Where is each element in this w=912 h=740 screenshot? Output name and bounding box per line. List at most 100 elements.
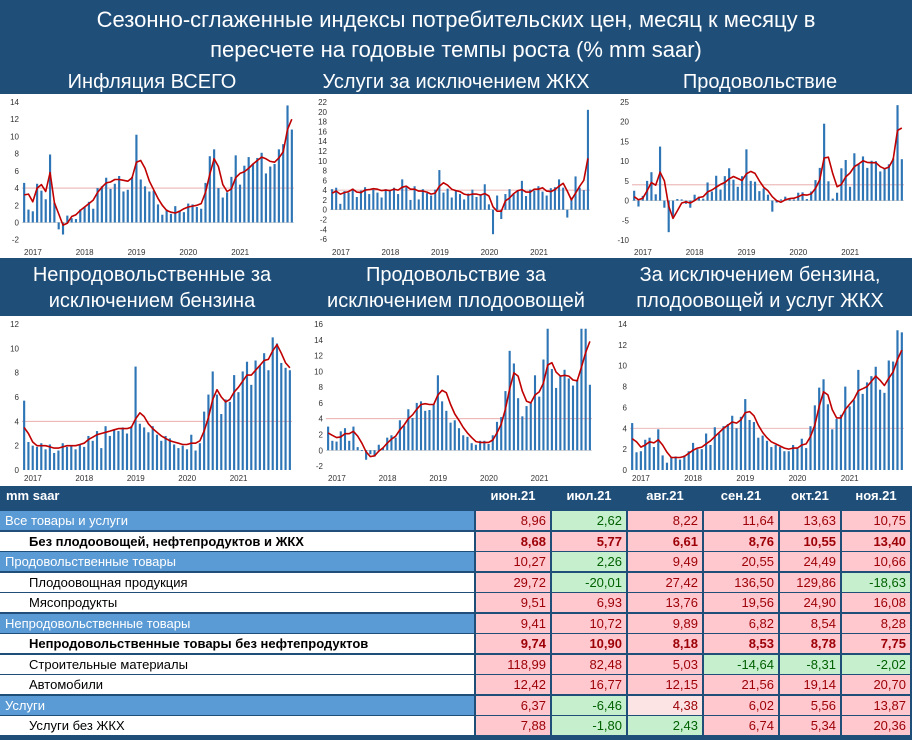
table-row-label: Мясопродукты — [0, 593, 474, 612]
table-cell: 8,53 — [704, 634, 778, 653]
bar — [479, 194, 482, 210]
bar — [559, 376, 562, 451]
bar — [138, 423, 141, 470]
table-cell: -2,02 — [842, 654, 910, 674]
bar — [633, 190, 636, 201]
y-tick-label: -5 — [622, 216, 630, 225]
bar — [788, 198, 791, 201]
bar — [424, 410, 427, 451]
bar — [174, 206, 177, 223]
y-tick-label: 18 — [318, 118, 327, 127]
smoothed-series-line — [631, 349, 903, 459]
table-cell: 8,76 — [704, 531, 778, 551]
table-cell: 20,55 — [704, 552, 778, 571]
bar — [224, 399, 227, 470]
bar — [442, 192, 445, 210]
bar — [335, 441, 338, 451]
bar — [230, 176, 233, 223]
bar — [495, 421, 499, 451]
x-tick-label: 2021 — [531, 474, 549, 483]
bar — [715, 175, 718, 201]
bar — [220, 414, 223, 470]
bar — [454, 190, 457, 210]
bar — [900, 332, 903, 470]
bar — [238, 184, 242, 223]
x-tick-label: 2017 — [328, 474, 346, 483]
y-tick-label: -2 — [316, 462, 324, 471]
bar — [31, 445, 34, 470]
bar — [570, 197, 573, 210]
bar — [96, 188, 99, 223]
bar — [826, 404, 829, 470]
bar — [836, 192, 839, 201]
bar — [256, 157, 259, 223]
bar — [818, 167, 821, 201]
bar — [892, 361, 895, 470]
x-tick-label: 2018 — [686, 248, 704, 257]
bar — [654, 194, 657, 201]
bar — [105, 177, 108, 223]
x-tick-label: 2020 — [178, 474, 196, 483]
bar — [512, 363, 515, 451]
table-cell: 10,55 — [780, 531, 840, 551]
bar — [339, 203, 342, 210]
bar — [779, 199, 783, 201]
bar — [117, 431, 120, 470]
bar — [752, 422, 756, 470]
x-tick-label: 2019 — [736, 474, 754, 483]
bar — [182, 212, 185, 223]
bar — [288, 370, 291, 470]
x-tick-label: 2021 — [530, 248, 548, 257]
bar — [823, 123, 826, 201]
bar — [487, 443, 490, 451]
y-tick-label: 6 — [623, 403, 628, 412]
bar — [331, 189, 334, 210]
bar — [415, 402, 418, 451]
bar — [131, 176, 134, 223]
bar — [403, 425, 406, 451]
bar — [347, 192, 350, 210]
bar — [233, 375, 236, 470]
bar — [722, 426, 725, 470]
bar — [571, 385, 575, 451]
bar — [190, 434, 193, 470]
y-tick-label: 10 — [318, 157, 327, 166]
y-tick-label: 10 — [620, 157, 629, 166]
bar — [691, 442, 695, 470]
bar — [663, 200, 666, 208]
y-tick-label: 0 — [319, 446, 324, 455]
bar — [787, 451, 790, 470]
bar — [66, 215, 69, 223]
table-cell: 5,34 — [780, 716, 840, 735]
bar — [267, 370, 270, 470]
y-tick-label: -6 — [320, 235, 328, 244]
bar — [792, 444, 795, 470]
bar — [457, 428, 461, 451]
bar — [348, 440, 351, 451]
y-tick-label: 2 — [323, 196, 328, 205]
bar — [887, 164, 890, 201]
table-row: Мясопродукты 9,51 6,93 13,76 19,56 24,90 16,08 — [0, 593, 912, 613]
table-cell: 129,86 — [780, 572, 840, 592]
bar — [861, 156, 865, 201]
bar — [500, 417, 503, 451]
bar — [491, 435, 494, 451]
bar — [896, 105, 899, 201]
bar — [670, 457, 673, 470]
bar — [831, 429, 834, 470]
bar — [359, 190, 362, 210]
y-tick-label: 20 — [318, 108, 327, 117]
y-tick-label: 4 — [15, 417, 20, 426]
chart-core-ex-gasoline-fruitveg-housing: 0 2 4 6 8 10 12 14 2017 2018 2019 2020 2021 — [610, 318, 910, 484]
bar — [251, 163, 255, 223]
table-row-label: Услуги — [0, 695, 474, 715]
bar — [35, 446, 39, 470]
y-tick-label: 6 — [319, 399, 324, 408]
bar — [269, 166, 272, 223]
bar — [48, 154, 52, 223]
x-tick-label: 2017 — [24, 248, 42, 257]
x-tick-label: 2020 — [179, 248, 197, 257]
chart-food-ex-fruitveg: -2 0 2 4 6 8 10 12 14 16 2017 2018 2019 2020 2021 — [306, 318, 598, 484]
y-tick-label: 10 — [618, 362, 627, 371]
table-cell: 8,96 — [476, 511, 550, 530]
